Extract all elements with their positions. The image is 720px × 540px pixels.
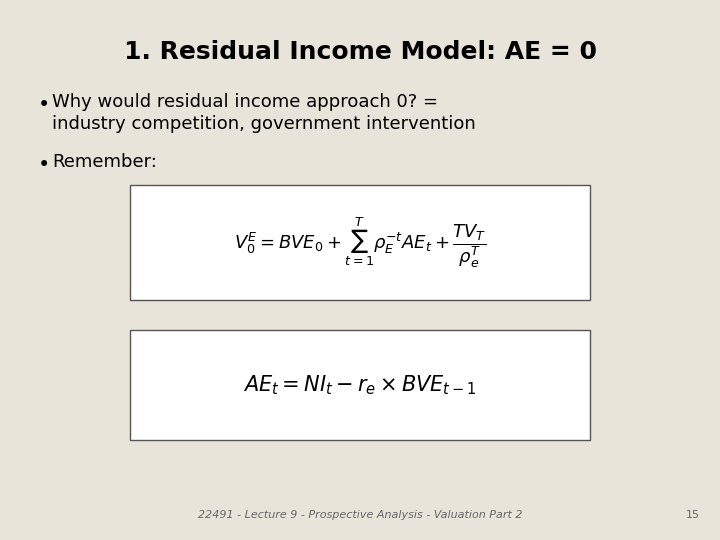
Text: 1. Residual Income Model: AE = 0: 1. Residual Income Model: AE = 0 bbox=[124, 40, 596, 64]
Text: 15: 15 bbox=[686, 510, 700, 520]
Text: industry competition, government intervention: industry competition, government interve… bbox=[52, 115, 476, 133]
Text: Why would residual income approach 0? =: Why would residual income approach 0? = bbox=[52, 93, 438, 111]
Text: Remember:: Remember: bbox=[52, 153, 157, 171]
Text: •: • bbox=[38, 95, 50, 115]
FancyBboxPatch shape bbox=[130, 330, 590, 440]
Text: 22491 - Lecture 9 - Prospective Analysis - Valuation Part 2: 22491 - Lecture 9 - Prospective Analysis… bbox=[198, 510, 522, 520]
Text: $V_0^E = BVE_0 + \sum_{t=1}^{T} \rho_E^{-t} AE_t + \dfrac{TV_T}{\rho_e^T}$: $V_0^E = BVE_0 + \sum_{t=1}^{T} \rho_E^{… bbox=[234, 215, 486, 270]
FancyBboxPatch shape bbox=[130, 185, 590, 300]
Text: $AE_t = NI_t - r_e \times BVE_{t-1}$: $AE_t = NI_t - r_e \times BVE_{t-1}$ bbox=[243, 373, 477, 397]
Text: •: • bbox=[38, 155, 50, 175]
